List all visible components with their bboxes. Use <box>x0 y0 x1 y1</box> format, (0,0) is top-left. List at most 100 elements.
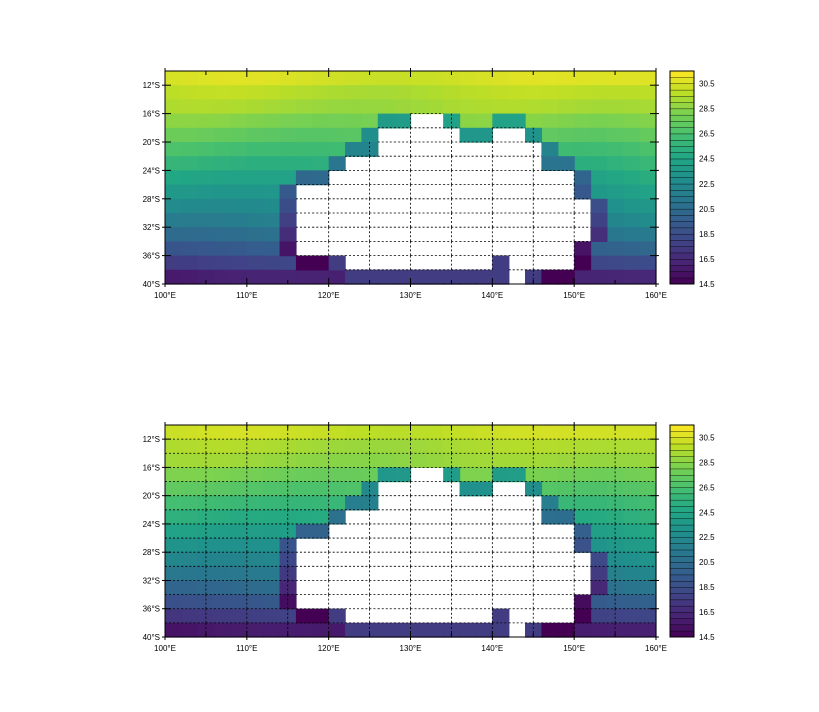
field-cell <box>508 425 526 440</box>
field-cell <box>295 127 313 143</box>
colorbar-bin <box>669 158 695 166</box>
coastal-cell <box>328 608 346 624</box>
field-cell <box>197 255 215 271</box>
coastal-cell <box>459 127 477 143</box>
colorbar-bin <box>669 605 695 613</box>
field-cell <box>312 495 330 511</box>
coastal-cell <box>394 269 412 285</box>
colorbar-label: 16.5 <box>699 255 715 264</box>
colorbar-bin <box>669 246 695 254</box>
field-cell <box>377 71 395 86</box>
field-cell <box>426 71 444 86</box>
field-cell <box>230 156 248 171</box>
field-cell <box>639 113 657 129</box>
field-cell <box>492 71 510 86</box>
field-cell <box>574 269 592 285</box>
field-cell <box>623 580 641 596</box>
coastal-cell <box>541 156 559 171</box>
field-cell <box>639 213 657 228</box>
field-cell <box>230 425 248 440</box>
colorbar-bin <box>669 518 695 526</box>
field-cell <box>295 113 313 129</box>
field-cell <box>623 71 641 86</box>
field-cell <box>279 127 297 143</box>
field-cell <box>197 198 215 214</box>
y-tick-label: 36°S <box>143 252 160 261</box>
field-cell <box>230 580 248 596</box>
field-cell <box>197 170 215 186</box>
field-cell <box>639 198 657 214</box>
field-cell <box>639 495 657 511</box>
colorbar-bin <box>669 474 695 482</box>
x-tick-label: 120°E <box>318 291 340 300</box>
field-cell <box>410 85 428 100</box>
field-cell <box>181 538 199 553</box>
field-cell <box>181 184 199 200</box>
field-cell <box>197 608 215 624</box>
field-cell <box>230 594 248 610</box>
field-cell <box>459 71 477 86</box>
field-cell <box>623 184 641 200</box>
coastal-cell <box>279 580 297 596</box>
field-cell <box>345 481 362 497</box>
field-cell <box>623 622 641 638</box>
field-cell <box>377 85 395 100</box>
field-cell <box>181 495 199 511</box>
colorbar: 30.5 28.5 26.5 24.5 22.5 20.5 18.5 16.5 14.5 <box>669 70 715 289</box>
coastal-cell <box>541 622 559 638</box>
field-cell <box>165 495 182 511</box>
field-cell <box>574 113 592 129</box>
field-cell <box>214 142 232 157</box>
field-cell <box>214 467 232 483</box>
field-cell <box>279 467 297 483</box>
field-cell <box>246 509 264 525</box>
coastal-cell <box>541 142 559 157</box>
field-cell <box>263 184 281 200</box>
field-cell <box>279 622 297 638</box>
colorbar-label: 26.5 <box>699 130 715 139</box>
x-tick-label: 100°E <box>154 644 176 653</box>
field-cell <box>639 255 657 271</box>
coastal-cell <box>574 170 592 186</box>
field-cell <box>525 425 543 440</box>
field-cell <box>214 495 232 511</box>
field-cell <box>214 170 232 186</box>
coastal-cell <box>361 622 379 638</box>
field-cell <box>214 608 232 624</box>
field-cell <box>590 622 608 638</box>
coastal-cell <box>574 608 592 624</box>
field-cell <box>574 85 592 100</box>
field-cell <box>263 213 281 228</box>
field-cell <box>606 481 624 497</box>
field-cell <box>345 467 362 483</box>
field-cell <box>639 71 657 86</box>
field-cell <box>263 467 281 483</box>
colorbar-bin <box>669 221 695 229</box>
field-cell <box>197 113 215 129</box>
coastal-cell <box>475 481 493 497</box>
field-cell <box>541 425 559 440</box>
coastal-cell <box>557 269 575 285</box>
field-cell <box>165 552 182 567</box>
field-cell <box>230 467 248 483</box>
colorbar-label: 28.5 <box>699 105 715 114</box>
field-cell <box>165 566 182 582</box>
field-cell <box>377 439 395 454</box>
field-cell <box>197 439 215 454</box>
field-cell <box>426 425 444 440</box>
field-cell <box>214 594 232 610</box>
colorbar-label: 20.5 <box>699 558 715 567</box>
field-cell <box>623 241 641 257</box>
field-cell <box>230 439 248 454</box>
colorbar-bin <box>669 480 695 488</box>
field-cell <box>214 566 232 582</box>
field-cell <box>606 127 624 143</box>
field-cell <box>459 453 477 468</box>
field-cell <box>623 227 641 242</box>
coastal-cell <box>557 509 575 525</box>
field-cell <box>590 241 608 257</box>
colorbar-bin <box>669 152 695 160</box>
field-cell <box>181 439 199 454</box>
field-cell <box>639 481 657 497</box>
coastal-cell <box>525 481 543 497</box>
